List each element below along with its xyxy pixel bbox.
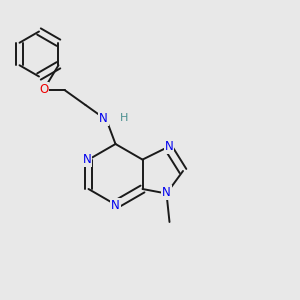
Text: H: H	[120, 112, 129, 123]
Text: N: N	[82, 153, 91, 166]
Text: O: O	[39, 82, 48, 96]
Text: N: N	[111, 199, 120, 212]
Text: N: N	[164, 140, 173, 153]
Text: N: N	[99, 112, 108, 125]
Text: N: N	[162, 186, 171, 199]
